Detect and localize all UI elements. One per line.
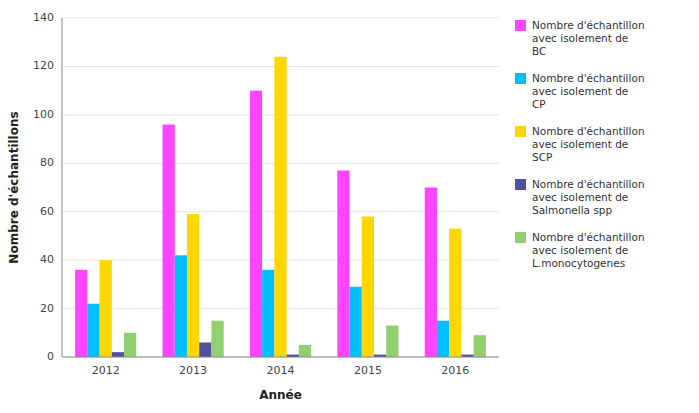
y-tick-label: 100 — [33, 108, 54, 121]
bar — [274, 57, 286, 357]
bar — [337, 171, 349, 357]
bar — [211, 321, 223, 357]
bars — [75, 57, 486, 357]
bar — [386, 326, 398, 357]
bar — [112, 352, 124, 357]
bar — [350, 287, 362, 357]
x-tick-label: 2012 — [92, 364, 120, 377]
legend-label: Nombre d'échantillonavec isolement deL.m… — [532, 231, 645, 269]
y-tick-label: 0 — [47, 350, 54, 363]
bar — [250, 91, 262, 357]
bar — [100, 260, 112, 357]
legend-swatch — [515, 73, 526, 84]
x-tick-label: 2014 — [267, 364, 295, 377]
bar — [75, 270, 87, 357]
bar — [362, 217, 374, 357]
legend-swatch — [515, 20, 526, 31]
bar — [87, 304, 99, 357]
legend-swatch — [515, 179, 526, 190]
grid — [62, 18, 499, 357]
legend-label: Nombre d'échantillonavec isolement deCP — [532, 72, 645, 110]
legend-label: Nombre d'échantillonavec isolement deSCP — [532, 125, 645, 163]
grid-line — [62, 18, 499, 19]
y-tick-label: 60 — [40, 205, 54, 218]
bar — [163, 125, 175, 357]
bar — [425, 188, 437, 358]
y-tick-label: 120 — [33, 59, 54, 72]
chart: 0 20 40 60 80 100 120 140 2012 2013 2014 2015 2016 An… — [0, 0, 699, 413]
x-tick-label: 2016 — [441, 364, 469, 377]
bar — [449, 229, 461, 357]
y-tick-label: 40 — [40, 253, 54, 266]
x-axis-line — [62, 357, 499, 358]
legend-label: Nombre d'échantillonavec isolement deBC — [532, 19, 645, 57]
bar — [262, 270, 274, 357]
grid-line — [62, 357, 499, 358]
bar — [474, 335, 486, 357]
x-tick-label: 2015 — [354, 364, 382, 377]
bar — [175, 255, 187, 357]
legend-label: Nombre d'échantillonavec isolement deSal… — [532, 178, 645, 216]
y-axis: 0 20 40 60 80 100 120 140 — [33, 11, 54, 363]
bar — [187, 214, 199, 357]
legend: Nombre d'échantillonavec isolement deBC N… — [515, 19, 645, 269]
legend-swatch — [515, 232, 526, 243]
x-tick-label: 2013 — [179, 364, 207, 377]
legend-swatch — [515, 126, 526, 137]
bar — [299, 345, 311, 357]
y-tick-label: 80 — [40, 156, 54, 169]
bar — [124, 333, 136, 357]
y-tick-label: 140 — [33, 11, 54, 24]
y-axis-title: Nombre d'échantillons — [7, 111, 21, 263]
x-axis-title: Année — [259, 388, 302, 402]
y-tick-label: 20 — [40, 302, 54, 315]
bar — [199, 342, 211, 357]
chart-container: 0 20 40 60 80 100 120 140 2012 2013 2014 2015 2016 An… — [0, 0, 699, 413]
y-axis-line — [62, 18, 63, 357]
bar — [437, 321, 449, 357]
x-axis: 2012 2013 2014 2015 2016 — [92, 364, 470, 377]
